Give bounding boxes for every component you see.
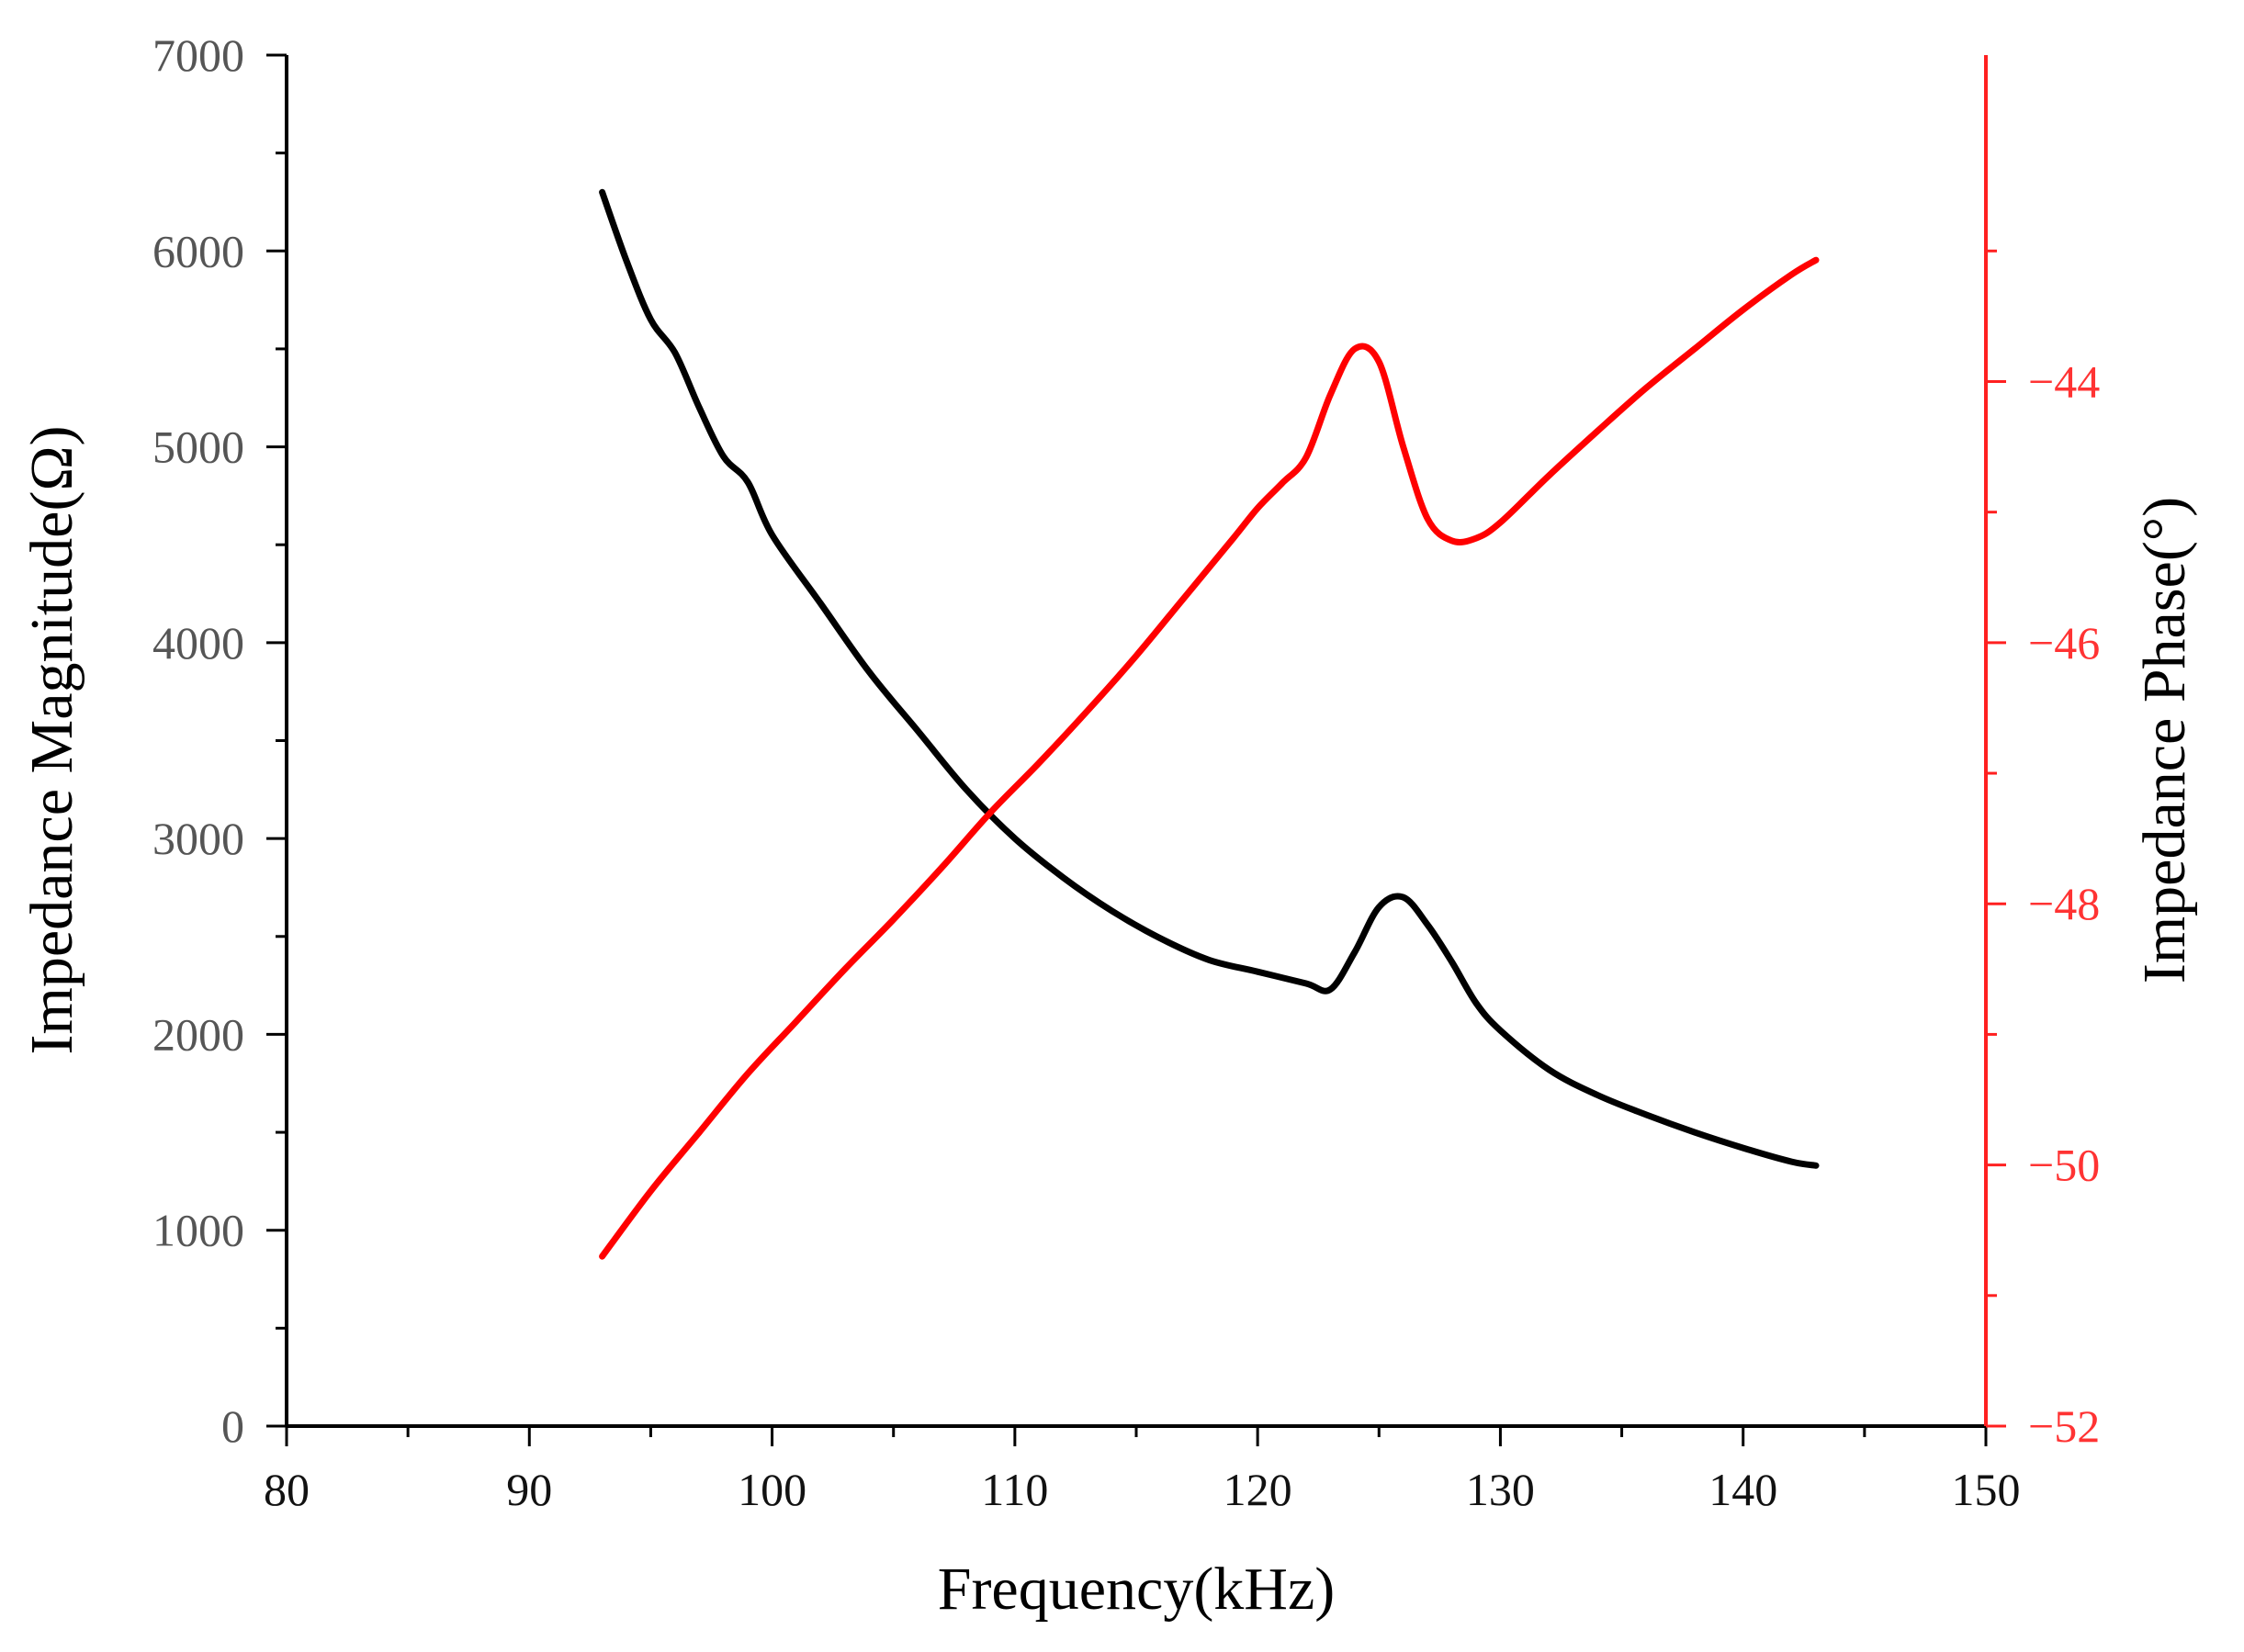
y-left-tick-label: 3000 [152, 813, 244, 864]
x-tick-label: 140 [1708, 1464, 1777, 1515]
y-right-tick-label: −50 [2028, 1140, 2100, 1191]
y-left-tick-label: 2000 [152, 1008, 244, 1060]
x-axis-title: Frequency(kHz) [938, 1556, 1335, 1623]
y-right-tick-label: −46 [2028, 617, 2100, 669]
y-left-tick-label: 5000 [152, 421, 244, 473]
y-right-tick-label: −52 [2028, 1400, 2100, 1452]
tick-labels: 80 90 100 110 120 130 140 150 0 1000 2000 3000 4000 5… [152, 29, 2100, 1515]
x-tick-label: 90 [506, 1464, 552, 1515]
x-tick-label: 110 [981, 1464, 1048, 1515]
y-left-tick-label: 6000 [152, 225, 244, 276]
right-y-axis-title: Impedance Phase(°) [2131, 497, 2198, 983]
data-series [599, 188, 1820, 1260]
x-tick-label: 100 [738, 1464, 806, 1515]
y-right-tick-label: −44 [2028, 355, 2100, 407]
x-tick-label: 130 [1466, 1464, 1535, 1515]
y-right-tick-label: −48 [2028, 878, 2100, 929]
x-tick-label: 80 [264, 1464, 310, 1515]
y-left-tick-label: 0 [221, 1400, 244, 1452]
y-left-tick-label: 7000 [152, 29, 244, 81]
plot-area-background [287, 55, 1986, 1426]
x-tick-label: 120 [1223, 1464, 1292, 1515]
left-y-axis-title: Impedance Magnitude(Ω) [18, 426, 85, 1055]
phase-series-line [599, 256, 1820, 1260]
y-left-tick-label: 4000 [152, 617, 244, 669]
x-tick-label: 150 [1952, 1464, 2021, 1515]
y-left-tick-label: 1000 [152, 1205, 244, 1256]
magnitude-series-line [599, 188, 1820, 1169]
